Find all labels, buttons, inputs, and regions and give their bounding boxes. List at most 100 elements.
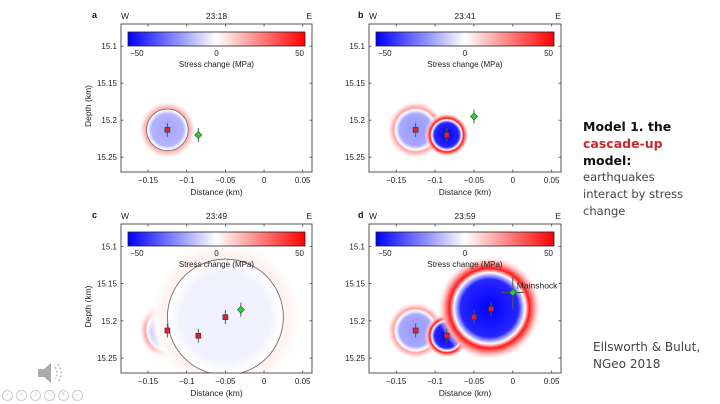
y-tick-label: 15.25 bbox=[345, 153, 366, 162]
plot-frame bbox=[120, 223, 313, 374]
x-tick-label: 0 bbox=[262, 176, 267, 185]
colorbar-label: Stress change (MPa) bbox=[427, 260, 502, 269]
rupture-circle bbox=[166, 258, 284, 373]
rupture-circle bbox=[146, 108, 189, 152]
colorbar-tick-label: 50 bbox=[544, 49, 553, 58]
y-axis-label: Depth (km) bbox=[83, 85, 93, 127]
y-axis-label: Depth (km) bbox=[83, 285, 93, 327]
mainshock-marker bbox=[508, 288, 517, 297]
next-event-marker bbox=[194, 131, 203, 139]
colorbar-tick-label: 50 bbox=[295, 249, 304, 258]
colorbar bbox=[375, 31, 555, 47]
next-icon[interactable]: › bbox=[16, 390, 27, 401]
slides-icon[interactable]: ▫ bbox=[44, 390, 55, 401]
colorbar-tick-label: 0 bbox=[463, 49, 468, 58]
model-desc-line: interact by stress bbox=[583, 187, 684, 201]
y-tick-label: 15.15 bbox=[345, 79, 366, 88]
x-tick-label: −0.15 bbox=[138, 377, 159, 386]
event-marker bbox=[488, 306, 494, 312]
y-tick-label: 15.15 bbox=[97, 79, 118, 88]
previous-icon[interactable]: ‹ bbox=[2, 390, 13, 401]
y-tick-label: 15.1 bbox=[101, 242, 117, 251]
y-tick-label: 15.15 bbox=[97, 280, 118, 289]
x-tick-label: −0.15 bbox=[386, 176, 407, 185]
east-label: E bbox=[555, 211, 561, 221]
colorbar-tick-label: −50 bbox=[130, 249, 144, 258]
x-tick-label: 0 bbox=[511, 377, 516, 386]
x-tick-label: 0 bbox=[262, 377, 267, 386]
event-marker bbox=[471, 314, 477, 320]
x-tick-label: 0.05 bbox=[295, 176, 311, 185]
x-axis-label: Distance (km) bbox=[439, 388, 492, 398]
colorbar-label: Stress change (MPa) bbox=[427, 60, 502, 69]
model-description: Model 1. the cascade-up model: earthquak… bbox=[583, 118, 720, 220]
stress-field bbox=[138, 100, 203, 159]
x-axis-label: Distance (km) bbox=[190, 187, 243, 197]
stress-field bbox=[138, 235, 307, 373]
panel-b: −50 0 50 Stress change (MPa) b W E 23:41 −0.15 −0… bbox=[345, 10, 562, 197]
x-tick-label: 0 bbox=[511, 176, 516, 185]
event-marker bbox=[443, 132, 450, 138]
panel-letter: d bbox=[358, 210, 364, 220]
x-tick-label: −0.15 bbox=[386, 377, 407, 386]
y-tick-label: 15.2 bbox=[101, 317, 117, 326]
event-marker bbox=[412, 327, 419, 334]
panel-letter: c bbox=[92, 210, 97, 220]
model-title-line1: Model 1. the bbox=[583, 119, 672, 134]
player-controls: ‹ › / ▫ + – bbox=[2, 390, 83, 401]
event-marker bbox=[412, 127, 419, 133]
zoom-icon[interactable]: + bbox=[58, 390, 69, 401]
x-tick-label: −0.1 bbox=[427, 377, 443, 386]
citation-line: NGeo 2018 bbox=[593, 357, 661, 371]
x-tick-label: 0.05 bbox=[295, 377, 311, 386]
y-tick-label: 15.1 bbox=[349, 42, 365, 51]
y-tick-label: 15.25 bbox=[345, 354, 366, 363]
colorbar-tick-label: 50 bbox=[544, 249, 553, 258]
west-label: W bbox=[369, 11, 377, 21]
plot-frame bbox=[120, 23, 313, 173]
x-axis-label: Distance (km) bbox=[439, 187, 492, 197]
colorbar-label: Stress change (MPa) bbox=[179, 260, 254, 269]
y-tick-label: 15.1 bbox=[349, 242, 365, 251]
colorbar-tick-label: 0 bbox=[214, 49, 219, 58]
stress-field bbox=[386, 100, 478, 159]
east-label: E bbox=[306, 211, 312, 221]
audio-speaker-icon[interactable] bbox=[36, 360, 70, 391]
event-marker bbox=[195, 332, 202, 339]
plot-frame bbox=[368, 23, 562, 173]
mainshock-label: Mainshock bbox=[517, 281, 558, 291]
event-marker bbox=[443, 332, 450, 339]
citation: Ellsworth & Bulut, NGeo 2018 bbox=[593, 339, 700, 373]
event-marker bbox=[164, 327, 171, 334]
model-title-highlight: cascade-up bbox=[583, 136, 663, 151]
x-tick-label: −0.1 bbox=[179, 377, 195, 386]
y-tick-label: 15.25 bbox=[97, 153, 118, 162]
model-desc-line: earthquakes bbox=[583, 170, 655, 184]
west-label: W bbox=[369, 211, 377, 221]
y-tick-label: 15.15 bbox=[345, 280, 366, 289]
more-icon[interactable]: – bbox=[72, 390, 83, 401]
y-tick-label: 15.2 bbox=[101, 116, 117, 125]
colorbar-tick-label: −50 bbox=[378, 49, 392, 58]
event-marker bbox=[222, 314, 229, 320]
y-tick-label: 15.2 bbox=[349, 116, 365, 125]
colorbar-tick-label: 0 bbox=[463, 249, 468, 258]
pen-icon[interactable]: / bbox=[30, 390, 41, 401]
x-tick-label: −0.1 bbox=[179, 176, 195, 185]
x-tick-label: −0.15 bbox=[138, 176, 159, 185]
x-tick-label: 0.05 bbox=[544, 176, 560, 185]
event-marker bbox=[164, 127, 171, 133]
colorbar-tick-label: 50 bbox=[295, 49, 304, 58]
panel-letter: b bbox=[358, 10, 364, 20]
west-label: W bbox=[121, 211, 129, 221]
colorbar bbox=[375, 231, 555, 247]
model-desc-line: change bbox=[583, 204, 626, 218]
stress-lobe bbox=[144, 235, 307, 373]
west-label: W bbox=[121, 11, 129, 21]
colorbar-tick-label: 0 bbox=[214, 249, 219, 258]
y-tick-label: 15.25 bbox=[97, 354, 118, 363]
colorbar bbox=[127, 31, 306, 47]
time-label: 23:59 bbox=[454, 211, 476, 221]
colorbar-label: Stress change (MPa) bbox=[179, 60, 254, 69]
